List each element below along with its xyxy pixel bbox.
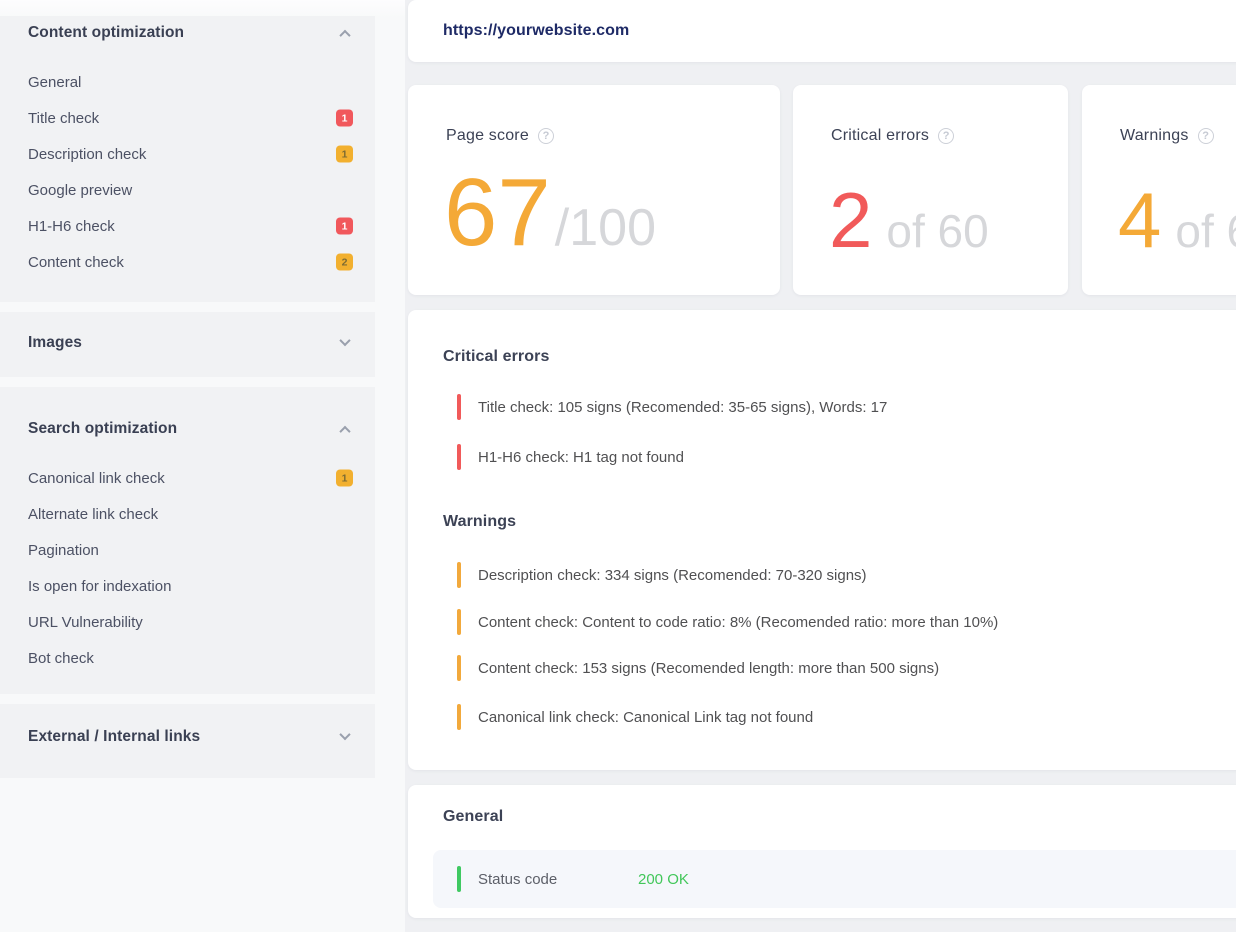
sidebar-item-alternate-link-check[interactable]: Alternate link check: [0, 496, 375, 532]
general-panel: General Status code 200 OK: [408, 785, 1236, 918]
success-bar-icon: [457, 866, 461, 892]
card-label-row: Page score ?: [446, 127, 554, 145]
sidebar-item-general[interactable]: General: [0, 64, 375, 100]
critical-error-item: H1-H6 check: H1 tag not found: [457, 434, 684, 480]
sidebar-item-is-open-for-indexation[interactable]: Is open for indexation: [0, 568, 375, 604]
warnings-value-row: 4 of 6: [1118, 181, 1236, 259]
sidebar-item-title-check[interactable]: Title check 1: [0, 100, 375, 136]
issue-text: Canonical link check: Canonical Link tag…: [478, 708, 814, 726]
sidebar-item-label: H1-H6 check: [28, 217, 115, 235]
error-count-badge: 1: [336, 217, 353, 235]
sidebar-item-label: Is open for indexation: [28, 577, 172, 595]
sidebar-section-search-optimization: Search optimization Canonical link check…: [0, 387, 375, 694]
issue-text: Title check: 105 signs (Recomended: 35-6…: [478, 398, 888, 416]
critical-errors-max: of 60: [886, 205, 989, 257]
sidebar-item-google-preview[interactable]: Google preview: [0, 172, 375, 208]
general-heading: General: [443, 808, 504, 825]
issues-panel: Critical errors Title check: 105 signs (…: [408, 310, 1236, 770]
page-url[interactable]: https://yourwebsite.com: [443, 22, 630, 39]
sidebar-item-label: Pagination: [28, 541, 99, 559]
error-bar-icon: [457, 444, 461, 470]
warning-count-badge: 1: [336, 469, 353, 487]
sidebar-item-bot-check[interactable]: Bot check: [0, 640, 375, 676]
warning-item: Content check: 153 signs (Recomended len…: [457, 645, 939, 691]
spacer: [0, 446, 375, 460]
section-header-search-optimization[interactable]: Search optimization: [0, 412, 375, 446]
card-title: Page score: [446, 127, 529, 144]
sidebar-item-content-check[interactable]: Content check 2: [0, 244, 375, 280]
error-bar-icon: [457, 394, 461, 420]
help-icon[interactable]: ?: [537, 128, 554, 144]
section-header-external-internal-links[interactable]: External / Internal links: [0, 720, 375, 754]
warning-count-badge: 1: [336, 145, 353, 163]
section-title: External / Internal links: [28, 728, 201, 745]
chevron-up-icon: [339, 29, 351, 42]
chevron-down-icon: [339, 728, 351, 741]
critical-errors-value-row: 2 of 60: [829, 181, 989, 259]
sidebar-item-label: Title check: [28, 109, 100, 127]
sidebar-item-label: Content check: [28, 253, 124, 271]
section-header-content-optimization[interactable]: Content optimization: [0, 16, 375, 50]
status-code-row: Status code 200 OK: [433, 850, 1236, 908]
section-title: Content optimization: [28, 24, 185, 41]
warning-item: Content check: Content to code ratio: 8%…: [457, 599, 998, 645]
sidebar-item-label: URL Vulnerability: [28, 613, 143, 631]
help-icon[interactable]: ?: [1197, 128, 1214, 144]
sidebar-item-label: Google preview: [28, 181, 133, 199]
card-label-row: Critical errors ?: [831, 127, 955, 145]
sidebar-item-label: Canonical link check: [28, 469, 165, 487]
sidebar-section-external-internal-links: External / Internal links: [0, 704, 375, 778]
sidebar-item-label: General: [28, 73, 82, 91]
warning-count-badge: 2: [336, 253, 353, 271]
critical-errors-card: Critical errors ? 2 of 60: [793, 85, 1068, 295]
section-title: Search optimization: [28, 420, 178, 437]
sidebar-item-pagination[interactable]: Pagination: [0, 532, 375, 568]
critical-errors-heading: Critical errors: [443, 348, 550, 365]
status-code-label: Status code: [478, 870, 558, 888]
issue-text: H1-H6 check: H1 tag not found: [478, 448, 684, 466]
sidebar-item-canonical-link-check[interactable]: Canonical link check 1: [0, 460, 375, 496]
critical-errors-value: 2: [829, 176, 873, 264]
warnings-max: of 6: [1175, 205, 1236, 257]
chevron-down-icon: [339, 334, 351, 347]
url-bar: https://yourwebsite.com: [408, 0, 1236, 62]
page-score-max: /100: [554, 199, 656, 257]
sidebar-item-label: Alternate link check: [28, 505, 159, 523]
warning-item: Canonical link check: Canonical Link tag…: [457, 694, 813, 740]
chevron-up-icon: [339, 425, 351, 438]
issue-text: Content check: Content to code ratio: 8%…: [478, 613, 999, 631]
sidebar-item-description-check[interactable]: Description check 1: [0, 136, 375, 172]
warnings-card: Warnings ? 4 of 6: [1082, 85, 1236, 295]
sidebar: Content optimization General Title check…: [0, 0, 405, 932]
issue-text: Description check: 334 signs (Recomended…: [478, 566, 867, 584]
warnings-value: 4: [1118, 176, 1162, 264]
page-score-card: Page score ? 67 /100: [408, 85, 780, 295]
sidebar-section-content-optimization: Content optimization General Title check…: [0, 16, 375, 302]
error-count-badge: 1: [336, 109, 353, 127]
card-label-row: Warnings ?: [1120, 127, 1214, 145]
warnings-heading: Warnings: [443, 513, 517, 530]
sidebar-section-images: Images: [0, 312, 375, 377]
warning-bar-icon: [457, 562, 461, 588]
spacer: [0, 50, 375, 64]
section-header-images[interactable]: Images: [0, 326, 375, 360]
help-icon[interactable]: ?: [938, 128, 955, 144]
sidebar-item-label: Bot check: [28, 649, 94, 667]
issue-text: Content check: 153 signs (Recomended len…: [478, 659, 940, 677]
sidebar-item-url-vulnerability[interactable]: URL Vulnerability: [0, 604, 375, 640]
warning-bar-icon: [457, 655, 461, 681]
page-score-value-row: 67 /100: [444, 165, 656, 261]
status-code-value: 200 OK: [638, 870, 689, 888]
warning-bar-icon: [457, 609, 461, 635]
section-title: Images: [28, 334, 83, 351]
page-score-value: 67: [444, 159, 551, 266]
warning-bar-icon: [457, 704, 461, 730]
sidebar-item-label: Description check: [28, 145, 147, 163]
critical-error-item: Title check: 105 signs (Recomended: 35-6…: [457, 384, 887, 430]
sidebar-item-h1-h6-check[interactable]: H1-H6 check 1: [0, 208, 375, 244]
card-title: Critical errors: [831, 127, 930, 144]
warning-item: Description check: 334 signs (Recomended…: [457, 552, 867, 598]
card-title: Warnings: [1120, 127, 1189, 144]
